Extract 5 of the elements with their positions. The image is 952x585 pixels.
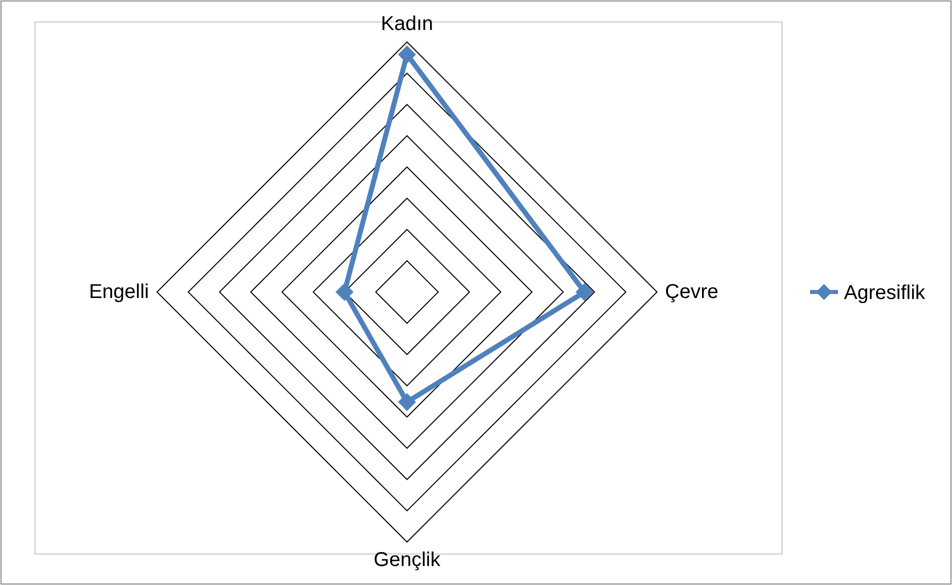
spoke-label: Çevre bbox=[665, 281, 718, 303]
spoke-label: Kadın bbox=[380, 13, 434, 35]
spoke-label: Engelli bbox=[88, 281, 149, 303]
legend-label: Agresiflik bbox=[844, 282, 926, 304]
spoke-label: Gençlik bbox=[374, 549, 442, 571]
